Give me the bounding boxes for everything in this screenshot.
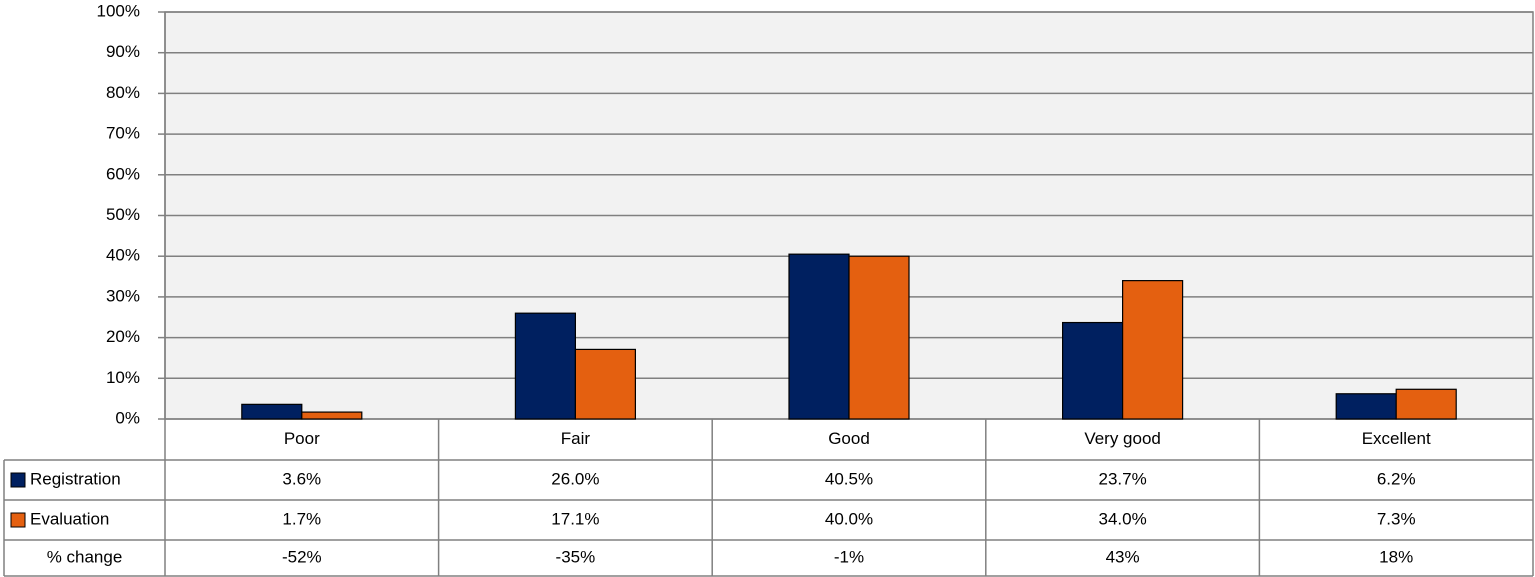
data-label: 23.7% <box>1098 469 1146 488</box>
data-label: 6.2% <box>1377 469 1416 488</box>
bar <box>574 348 637 420</box>
y-tick-label: 50% <box>106 205 140 224</box>
data-label: 17.1% <box>551 509 599 528</box>
y-tick-label: 0% <box>115 408 140 427</box>
change-label: -35% <box>556 547 596 566</box>
x-tick-label: Very good <box>1084 429 1161 448</box>
bar <box>514 312 577 420</box>
change-label: 18% <box>1379 547 1413 566</box>
y-tick-label: 20% <box>106 327 140 346</box>
x-tick-label: Excellent <box>1362 429 1431 448</box>
legend-swatch <box>10 512 26 528</box>
change-label: -1% <box>834 547 864 566</box>
legend-swatch <box>10 472 26 488</box>
data-label: 3.6% <box>282 469 321 488</box>
y-tick-label: 10% <box>106 368 140 387</box>
y-tick-label: 30% <box>106 286 140 305</box>
data-label: 26.0% <box>551 469 599 488</box>
bar <box>1061 321 1124 420</box>
y-tick-label: 80% <box>106 83 140 102</box>
data-label: 40.5% <box>825 469 873 488</box>
bar <box>241 403 303 420</box>
y-tick-label: 60% <box>106 164 140 183</box>
x-tick-label: Good <box>828 429 870 448</box>
x-tick-label: Fair <box>561 429 591 448</box>
y-tick-label: 70% <box>106 124 140 143</box>
legend-label: Registration <box>30 469 121 488</box>
data-label: 34.0% <box>1098 509 1146 528</box>
bar <box>1335 393 1397 420</box>
bar <box>788 253 850 420</box>
change-label: 43% <box>1106 547 1140 566</box>
y-tick-label: 40% <box>106 246 140 265</box>
bar <box>1395 388 1457 420</box>
change-label: -52% <box>282 547 322 566</box>
bar <box>1121 280 1184 420</box>
y-tick-label: 100% <box>97 1 140 20</box>
data-label: 40.0% <box>825 509 873 528</box>
bar <box>848 255 910 420</box>
data-label: 7.3% <box>1377 509 1416 528</box>
x-tick-label: Poor <box>284 429 320 448</box>
y-tick-label: 90% <box>106 42 140 61</box>
row-label: % change <box>47 547 123 566</box>
bar <box>301 411 363 420</box>
data-label: 1.7% <box>282 509 321 528</box>
legend-label: Evaluation <box>30 509 109 528</box>
